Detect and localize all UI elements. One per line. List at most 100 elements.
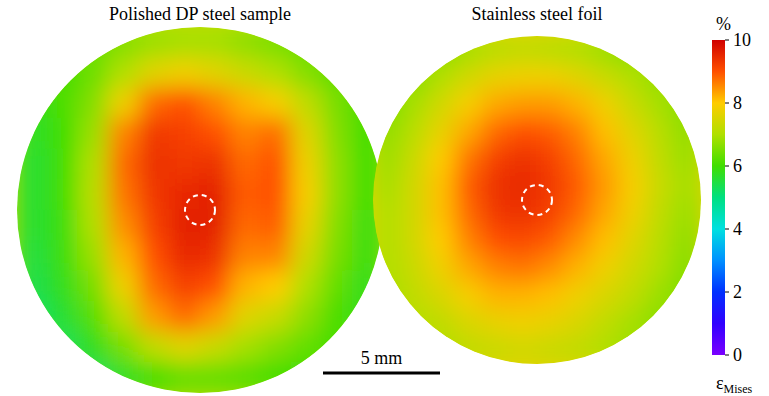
cell (139, 179, 171, 211)
cell (373, 227, 401, 255)
cell (139, 27, 171, 59)
cell (322, 271, 354, 303)
cell (591, 36, 619, 64)
cell (537, 282, 565, 310)
cell (200, 240, 232, 272)
cell (322, 118, 354, 150)
cell (200, 88, 232, 120)
cell (169, 88, 201, 120)
cell (108, 271, 140, 303)
cell (322, 332, 354, 364)
cell (427, 63, 455, 91)
cell (139, 332, 171, 364)
cell (591, 227, 619, 255)
region-marker (522, 185, 552, 215)
colorbar-tick (725, 40, 729, 41)
cell (108, 210, 140, 242)
cell (169, 27, 201, 59)
cell (619, 63, 647, 91)
cell (564, 172, 592, 200)
cell (537, 145, 565, 173)
cell (455, 282, 483, 310)
cell (200, 149, 232, 181)
cell (322, 240, 354, 272)
map-base (373, 36, 701, 364)
cell (291, 149, 323, 181)
cell (261, 149, 293, 181)
cell (108, 179, 140, 211)
cell (427, 145, 455, 173)
panel-title: Polished DP steel sample (109, 4, 291, 24)
cell (139, 88, 171, 120)
cell (564, 336, 592, 364)
cell (47, 271, 79, 303)
cell (17, 271, 49, 303)
cell (17, 88, 49, 120)
cell (373, 172, 401, 200)
cell (591, 254, 619, 282)
cell (47, 240, 79, 272)
cell (646, 118, 674, 146)
cell (373, 200, 401, 228)
cell (261, 179, 293, 211)
cell (291, 210, 323, 242)
cells (17, 27, 384, 394)
cell (108, 149, 140, 181)
colorbar-tick-label: 10 (733, 30, 751, 50)
cell (482, 227, 510, 255)
cell (400, 254, 428, 282)
cell (673, 145, 701, 173)
cell (482, 118, 510, 146)
cell (509, 254, 537, 282)
cell (373, 254, 401, 282)
cell (47, 118, 79, 150)
cell (352, 301, 384, 333)
cell (564, 118, 592, 146)
cell (352, 118, 384, 150)
cell (322, 149, 354, 181)
cell (482, 336, 510, 364)
cell (619, 254, 647, 282)
cell (646, 254, 674, 282)
cell (261, 118, 293, 150)
cell (591, 118, 619, 146)
cell (509, 36, 537, 64)
cell (537, 254, 565, 282)
cell (291, 57, 323, 89)
cell (564, 63, 592, 91)
cell (619, 118, 647, 146)
cell (619, 90, 647, 118)
cell (400, 63, 428, 91)
cell (509, 336, 537, 364)
cell (78, 88, 110, 120)
cell (619, 227, 647, 255)
cell (646, 172, 674, 200)
cell (509, 282, 537, 310)
cell (646, 309, 674, 337)
cell (200, 362, 232, 394)
cell (482, 90, 510, 118)
colorbar-tick (725, 166, 729, 167)
cell (17, 301, 49, 333)
cell (230, 240, 262, 272)
colorbar (712, 40, 725, 355)
cell (139, 149, 171, 181)
cell (108, 57, 140, 89)
cell (108, 240, 140, 272)
cell (78, 362, 110, 394)
cell (455, 227, 483, 255)
cell (261, 240, 293, 272)
cell (47, 332, 79, 364)
cell (291, 301, 323, 333)
cell (230, 301, 262, 333)
cell (17, 179, 49, 211)
colorbar-unit: % (716, 14, 731, 34)
cell (373, 145, 401, 173)
cell (47, 210, 79, 242)
cell (455, 309, 483, 337)
cell (322, 57, 354, 89)
cell (291, 240, 323, 272)
cell (537, 227, 565, 255)
cell (591, 336, 619, 364)
cell (482, 200, 510, 228)
